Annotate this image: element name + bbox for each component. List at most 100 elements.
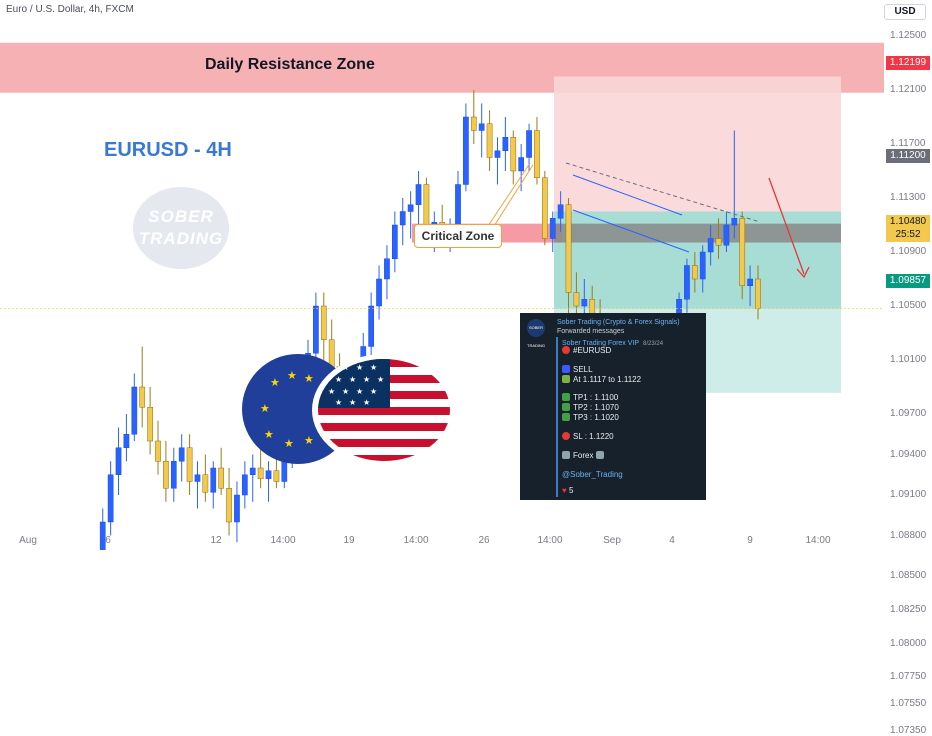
y-tick-label: 1.10900 xyxy=(890,246,927,257)
signal-tp2: TP2 : 1.1070 xyxy=(573,403,619,412)
candle-body xyxy=(755,278,761,309)
candle-body xyxy=(747,278,753,286)
candle-body xyxy=(265,470,272,480)
checkered-icon xyxy=(562,451,570,459)
candle-body xyxy=(218,467,225,489)
candle-body xyxy=(115,447,122,475)
candle-body xyxy=(541,177,548,239)
candle-body xyxy=(470,116,477,131)
svg-text:★: ★ xyxy=(304,435,314,447)
shield-icon xyxy=(562,375,570,383)
currency-button[interactable]: USD xyxy=(884,4,926,20)
svg-text:★: ★ xyxy=(304,373,314,385)
market-line: Forex xyxy=(562,451,607,460)
candle-body xyxy=(573,292,580,307)
svg-text:★: ★ xyxy=(284,438,294,450)
svg-text:★: ★ xyxy=(335,375,342,384)
y-tick-label: 1.11300 xyxy=(890,192,926,203)
channel-handle[interactable]: @Sober_Trading xyxy=(562,470,623,479)
candle-body xyxy=(715,238,722,246)
check-icon xyxy=(562,413,570,421)
entry-line: At 1.1117 to 1.1122 xyxy=(562,375,641,384)
reaction-line[interactable]: ♥ 5 xyxy=(562,486,573,495)
candle-body xyxy=(534,130,540,178)
channel-lower-line xyxy=(572,209,690,253)
y-tick-label: 1.10500 xyxy=(890,300,927,311)
signal-pair[interactable]: #EURUSD xyxy=(573,346,612,355)
candle-body xyxy=(147,407,153,442)
telegram-signal-card[interactable]: SOBER TRADING Sober Trading (Crypto & Fo… xyxy=(520,313,706,500)
candlestick-chart[interactable] xyxy=(0,0,932,550)
candle-body xyxy=(494,150,501,158)
svg-text:★: ★ xyxy=(356,387,363,396)
x-tick-label: 14:00 xyxy=(805,535,831,546)
entry-band xyxy=(554,223,841,243)
y-tick-label: 1.07350 xyxy=(890,725,927,736)
critical-zone-callout[interactable]: Critical Zone xyxy=(414,224,502,248)
svg-text:★: ★ xyxy=(370,387,377,396)
svg-text:★: ★ xyxy=(270,377,280,389)
channel-name[interactable]: Sober Trading (Crypto & Forex Signals) xyxy=(557,319,680,326)
forwarded-label: Forwarded messages xyxy=(557,328,625,335)
svg-text:★: ★ xyxy=(260,403,270,415)
chart-down-icon xyxy=(562,365,570,373)
candle-body xyxy=(565,204,572,293)
svg-text:★: ★ xyxy=(363,398,370,407)
target-price-label: 1.09857 xyxy=(886,274,930,288)
candle-body xyxy=(486,123,493,158)
candle-body xyxy=(502,137,509,151)
tp3-line: TP3 : 1.1020 xyxy=(562,413,619,422)
x-tick-label: 26 xyxy=(478,535,490,546)
y-tick-label: 1.10100 xyxy=(890,354,927,365)
symbol-label[interactable]: Euro / U.S. Dollar, 4h, FXCM xyxy=(6,4,134,15)
candle-body xyxy=(210,467,217,493)
resistance-price-label: 1.12199 xyxy=(886,56,930,70)
svg-text:★: ★ xyxy=(363,375,370,384)
signal-entry: At 1.1117 to 1.1122 xyxy=(573,375,642,384)
candle-body xyxy=(257,467,264,480)
candle-body xyxy=(202,474,209,493)
reaction-count: 5 xyxy=(568,486,574,495)
logo-line-2: TRADING xyxy=(138,229,224,248)
signal-tp3: TP3 : 1.1020 xyxy=(573,413,619,422)
x-tick-label: 9 xyxy=(747,535,753,546)
checkered-icon xyxy=(596,451,605,459)
candle-body xyxy=(518,157,525,172)
candle-body xyxy=(320,305,327,340)
svg-text:★: ★ xyxy=(370,363,377,372)
current-price-label: 1.10480 xyxy=(886,215,930,229)
candle-body xyxy=(723,224,730,246)
y-tick-label: 1.09400 xyxy=(890,448,927,460)
candle-body xyxy=(455,184,461,228)
candle-body xyxy=(194,474,201,482)
y-tick-label: 1.07550 xyxy=(890,698,927,710)
svg-text:★: ★ xyxy=(377,375,384,384)
signal-tp1: TP1 : 1.1100 xyxy=(573,393,619,402)
svg-text:★: ★ xyxy=(335,398,342,407)
y-tick-label: 1.08000 xyxy=(890,637,927,649)
candle-body xyxy=(415,184,422,205)
x-tick-label: 14:00 xyxy=(537,535,563,546)
us-flag-icon: ★★★★ ★★★★ ★★★★ ★★★ xyxy=(318,359,450,461)
candle-body xyxy=(178,447,185,462)
y-tick-label: 1.09700 xyxy=(890,408,927,419)
signal-side: SELL xyxy=(573,365,593,374)
callout-line xyxy=(493,164,534,227)
quote-bar xyxy=(556,337,558,497)
candle-body xyxy=(739,218,746,286)
source-name[interactable]: Sober Trading Forex VIP xyxy=(562,340,640,347)
candle-body xyxy=(684,265,690,300)
tp1-line: TP1 : 1.1100 xyxy=(562,393,618,402)
candle-body xyxy=(313,305,319,354)
resistance-zone-title: Daily Resistance Zone xyxy=(205,56,375,73)
candle-body xyxy=(186,447,193,482)
candle-body xyxy=(526,130,532,158)
y-tick-label: 1.11700 xyxy=(890,138,926,149)
heart-icon: ♥ xyxy=(562,486,567,495)
svg-text:★: ★ xyxy=(356,363,363,372)
signal-sl: SL : 1.1220 xyxy=(573,432,614,441)
sober-trading-logo: SOBER TRADING xyxy=(133,187,229,269)
candle-body xyxy=(707,238,714,253)
entry-price-label: 1.11200 xyxy=(886,149,930,163)
svg-text:★: ★ xyxy=(287,370,297,382)
